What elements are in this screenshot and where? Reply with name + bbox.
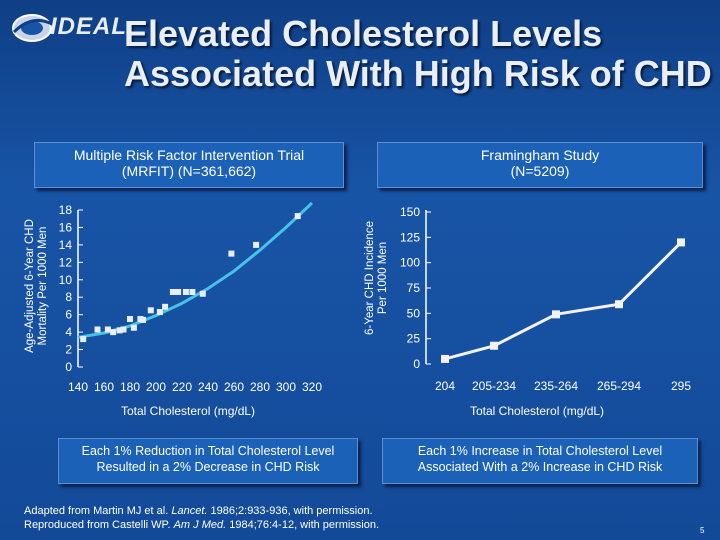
framingham-x-tick-label: 235-264 [534,379,578,393]
mrfit-note-box: Each 1% Reduction in Total Cholesterol L… [58,438,358,484]
mrfit-y-tick-label: 8 [65,290,72,304]
logo-mark-icon [12,14,53,42]
mrfit-note-line-2: Resulted in a 2% Decrease in CHD Risk [96,460,320,474]
mrfit-y-tick-label: 10 [59,273,73,287]
mrfit-data-point [162,303,169,310]
mrfit-heading-line-2: (MRFIT) (N=361,662) [121,163,257,179]
mrfit-data-point [182,288,189,295]
mrfit-data-point [156,309,163,316]
framingham-data-point [490,341,498,350]
mrfit-y-tick-label: 2 [65,343,72,357]
mrfit-y-ticks: 0 2 4 6 8 10 12 14 16 18 [59,203,83,374]
framingham-note-line-2: Associated With a 2% Increase in CHD Ris… [417,460,663,474]
mrfit-x-tick-label: 300 [276,380,296,394]
mrfit-data-point [228,250,235,257]
mrfit-scatter-chart: 0 2 4 6 8 10 12 14 16 18 140 160 180 200 220 240 260 280… [59,201,322,394]
framingham-x-ticks: 204 205-234 235-264 265-294 295 [435,379,691,393]
framingham-heading-line-1: Framingham Study [480,147,600,163]
framingham-y-tick-label: 100 [400,256,420,270]
mrfit-x-tick-label: 140 [68,380,88,394]
mrfit-data-point [147,307,154,314]
mrfit-y-tick-label: 4 [65,325,72,339]
mrfit-data-point [175,288,182,295]
mrfit-x-tick-label: 180 [120,380,140,394]
page-number: 5 [700,526,705,535]
mrfit-x-tick-label: 200 [146,380,166,394]
mrfit-y-tick-label: 12 [59,255,73,269]
mrfit-data-point [253,241,260,248]
mrfit-x-tick-label: 160 [94,380,114,394]
mrfit-y-tick-label: 18 [59,203,73,217]
title-line-1: Elevated Cholesterol Levels [124,13,603,54]
framingham-data-point [552,310,560,319]
framingham-y-tick-label: 25 [407,332,421,346]
citation-1-details: 1986;2:933-936, with permission. [207,505,373,517]
mrfit-x-tick-label: 260 [224,380,244,394]
mrfit-x-tick-label: 220 [172,380,192,394]
framingham-data-points [441,238,685,363]
mrfit-data-point [199,290,206,297]
mrfit-data-point [104,326,111,333]
mrfit-data-point [120,326,127,333]
framingham-y-tick-label: 125 [400,230,420,244]
framingham-line-chart: 0 25 50 75 100 125 150 204 205-234 235-264 265-29… [400,205,691,393]
ideal-logo [6,8,122,48]
citation-line-2: Reproduced from Castelli WP. Am J Med. 1… [24,518,379,532]
citation-2-authors: Reproduced from Castelli WP. [24,519,174,531]
framingham-x-tick-label: 204 [435,379,455,393]
mrfit-heading-box: Multiple Risk Factor Intervention Trial … [34,142,344,188]
mrfit-data-point [94,326,101,333]
mrfit-data-point [116,327,123,334]
framingham-x-tick-label: 295 [671,379,691,393]
mrfit-y-tick-label: 16 [59,220,73,234]
framingham-y-tick-label: 50 [407,306,421,320]
mrfit-note-line-1: Each 1% Reduction in Total Cholesterol L… [81,444,335,458]
mrfit-x-axis-title: Total Cholesterol (mg/dL) [121,404,256,418]
mrfit-y-tick-label: 0 [65,360,72,374]
mrfit-data-point [130,324,137,331]
framingham-series-line [444,241,683,361]
framingham-heading-box: Framingham Study (N=5209) [377,142,703,188]
citation-line-1: Adapted from Martin MJ et al. Lancet. 19… [24,504,379,518]
mrfit-data-point [189,288,196,295]
mrfit-x-tick-label: 240 [198,380,218,394]
framingham-y-tick-label: 75 [407,281,421,295]
framingham-x-tick-label: 205-234 [472,379,516,393]
mrfit-x-tick-label: 280 [250,380,270,394]
citation-1-journal: Lancet. [171,505,208,517]
mrfit-data-point [169,288,176,295]
framingham-y-tick-label: 0 [413,357,420,371]
framingham-note-box: Each 1% Increase in Total Cholesterol Le… [382,438,698,484]
mrfit-y-tick-label: 6 [65,308,72,322]
citation-footer: Adapted from Martin MJ et al. Lancet. 19… [24,504,379,532]
page-title: Elevated Cholesterol Levels Associated W… [124,14,714,94]
mrfit-data-points [80,213,301,343]
mrfit-x-ticks: 140 160 180 200 220 240 260 280 300 320 [68,380,322,394]
framingham-data-point [441,354,449,363]
mrfit-heading-line-1: Multiple Risk Factor Intervention Trial [73,147,305,163]
mrfit-data-point [294,213,301,220]
title-line-2: Associated With High Risk of CHD [124,53,712,94]
framingham-data-point [677,238,685,247]
framingham-y-tick-label: 150 [400,205,420,219]
framingham-x-axis-title: Total Cholesterol (mg/dL) [470,404,605,418]
framingham-heading-line-2: (N=5209) [510,163,570,179]
mrfit-data-point [140,316,146,323]
mrfit-data-point [110,329,117,336]
mrfit-data-point [80,336,87,343]
citation-1-authors: Adapted from Martin MJ et al. [24,505,172,517]
logo-text: IDEAL [50,13,127,40]
framingham-y-ticks: 0 25 50 75 100 125 150 [400,205,431,371]
mrfit-data-point [127,316,133,323]
framingham-data-point [615,300,623,309]
citation-2-details: 1984;76:4-12, with permission. [226,519,380,531]
mrfit-x-tick-label: 320 [302,380,322,394]
citation-2-journal: Am J Med. [173,519,227,531]
framingham-x-tick-label: 265-294 [597,379,641,393]
framingham-note-line-1: Each 1% Increase in Total Cholesterol Le… [417,444,663,458]
mrfit-y-tick-label: 14 [59,238,73,252]
